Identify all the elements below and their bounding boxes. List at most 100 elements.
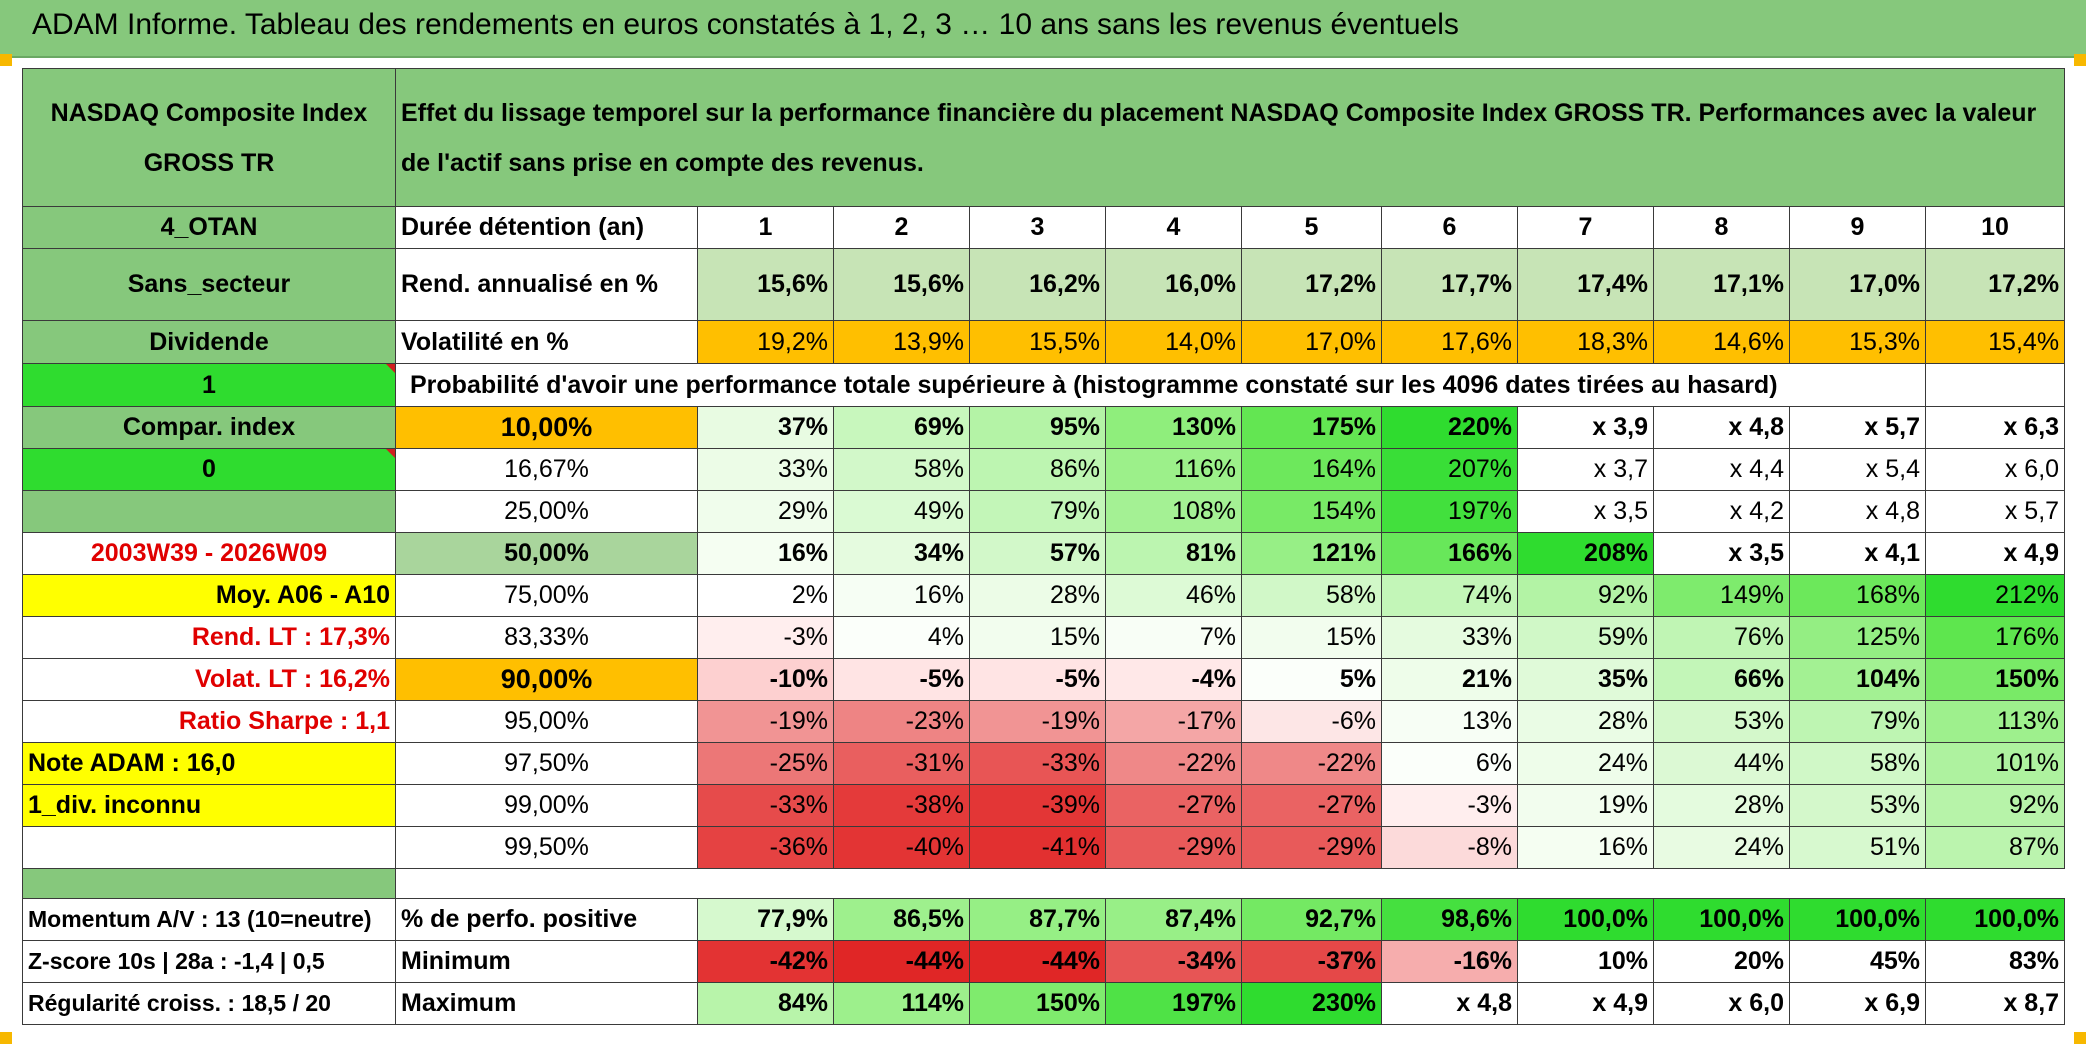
volat-lt-cell[interactable]: Volat. LT : 16,2% <box>22 658 396 701</box>
quantile-label[interactable]: 10,00% <box>395 406 698 449</box>
quantile-value[interactable]: -17% <box>1105 700 1242 743</box>
positive-label[interactable]: % de perfo. positive <box>395 898 698 941</box>
quantile-label[interactable]: 50,00% <box>395 532 698 575</box>
moy-cell[interactable]: Moy. A06 - A10 <box>22 574 396 617</box>
quantile-value[interactable]: -19% <box>697 700 834 743</box>
otan-cell[interactable]: 4_OTAN <box>22 206 396 249</box>
vol-cell[interactable]: 13,9% <box>833 320 970 364</box>
quantile-value[interactable]: 21% <box>1381 658 1518 701</box>
quantile-value[interactable]: 28% <box>1517 700 1654 743</box>
period-cell[interactable]: 2003W39 - 2026W09 <box>22 532 396 575</box>
quantile-value[interactable]: 164% <box>1241 448 1382 491</box>
minimum-value[interactable]: -37% <box>1241 940 1382 983</box>
rend-cell[interactable]: 16,0% <box>1105 248 1242 321</box>
quantile-value[interactable]: x 5,7 <box>1924 490 2066 533</box>
quantile-label[interactable]: 16,67% <box>395 448 698 491</box>
quantile-value[interactable]: 130% <box>1105 406 1242 449</box>
quantile-value[interactable]: 121% <box>1241 532 1382 575</box>
minimum-label[interactable]: Minimum <box>395 940 698 983</box>
quantile-value[interactable]: -23% <box>833 700 970 743</box>
quantile-value[interactable]: -33% <box>969 742 1106 785</box>
quantile-value[interactable]: 7% <box>1105 616 1242 659</box>
quantile-value[interactable]: 108% <box>1105 490 1242 533</box>
rend-cell[interactable]: 17,1% <box>1653 248 1790 321</box>
quantile-value[interactable]: 74% <box>1381 574 1518 617</box>
vol-cell[interactable]: 17,6% <box>1381 320 1518 364</box>
year-cell[interactable]: 8 <box>1653 206 1790 249</box>
rend-cell[interactable]: 15,6% <box>697 248 834 321</box>
quantile-label[interactable]: 90,00% <box>395 658 698 701</box>
maximum-value[interactable]: x 6,9 <box>1789 982 1926 1025</box>
vol-cell[interactable]: 18,3% <box>1517 320 1654 364</box>
year-cell[interactable]: 10 <box>1924 206 2066 249</box>
positive-value[interactable]: 100,0% <box>1789 898 1926 941</box>
quantile-label[interactable]: 75,00% <box>395 574 698 617</box>
quantile-value[interactable]: 49% <box>833 490 970 533</box>
quantile-value[interactable]: x 6,3 <box>1924 406 2066 449</box>
maximum-label[interactable]: Maximum <box>395 982 698 1025</box>
maximum-value[interactable]: x 8,7 <box>1924 982 2066 1025</box>
vol-cell[interactable]: 15,4% <box>1924 320 2066 364</box>
quantile-value[interactable]: 58% <box>833 448 970 491</box>
sharpe-cell[interactable]: Ratio Sharpe : 1,1 <box>22 700 396 743</box>
year-cell[interactable]: 4 <box>1105 206 1242 249</box>
minimum-value[interactable]: 83% <box>1924 940 2066 983</box>
quantile-value[interactable]: -3% <box>1381 784 1518 827</box>
minimum-value[interactable]: 20% <box>1653 940 1790 983</box>
quantile-value[interactable]: 208% <box>1517 532 1654 575</box>
selector-zero-cell[interactable]: 0 <box>22 448 396 491</box>
quantile-value[interactable]: 150% <box>1924 658 2066 701</box>
quantile-value[interactable]: 57% <box>969 532 1106 575</box>
dividende-cell[interactable]: Dividende <box>22 320 396 364</box>
quantile-value[interactable]: -19% <box>969 700 1106 743</box>
quantile-value[interactable]: -6% <box>1241 700 1382 743</box>
quantile-value[interactable]: 46% <box>1105 574 1242 617</box>
quantile-value[interactable]: -31% <box>833 742 970 785</box>
quantile-value[interactable]: 29% <box>697 490 834 533</box>
quantile-value[interactable]: x 4,2 <box>1653 490 1790 533</box>
minimum-value[interactable]: -34% <box>1105 940 1242 983</box>
quantile-value[interactable]: 176% <box>1924 616 2066 659</box>
quantile-value[interactable]: -4% <box>1105 658 1242 701</box>
quantile-value[interactable]: -29% <box>1105 826 1242 869</box>
quantile-value[interactable]: 154% <box>1241 490 1382 533</box>
quantile-value[interactable]: -27% <box>1105 784 1242 827</box>
quantile-value[interactable]: 86% <box>969 448 1106 491</box>
rend-lt-cell[interactable]: Rend. LT : 17,3% <box>22 616 396 659</box>
quantile-value[interactable]: 175% <box>1241 406 1382 449</box>
vol-cell[interactable]: 19,2% <box>697 320 834 364</box>
rend-cell[interactable]: 17,4% <box>1517 248 1654 321</box>
rend-label[interactable]: Rend. annualisé en % <box>395 248 698 321</box>
quantile-value[interactable]: -25% <box>697 742 834 785</box>
description-cell[interactable]: Effet du lissage temporel sur la perform… <box>394 68 2066 207</box>
vol-label[interactable]: Volatilité en % <box>395 320 698 364</box>
rend-cell[interactable]: 15,6% <box>833 248 970 321</box>
quantile-value[interactable]: x 3,7 <box>1517 448 1654 491</box>
empty-cell[interactable] <box>1924 363 2066 407</box>
year-cell[interactable]: 5 <box>1241 206 1382 249</box>
quantile-value[interactable]: 33% <box>1381 616 1518 659</box>
quantile-value[interactable]: 59% <box>1517 616 1654 659</box>
quantile-value[interactable]: 15% <box>1241 616 1382 659</box>
quantile-value[interactable]: 35% <box>1517 658 1654 701</box>
quantile-value[interactable]: x 6,0 <box>1924 448 2066 491</box>
quantile-value[interactable]: 16% <box>697 532 834 575</box>
selector-one-cell[interactable]: 1 <box>22 363 396 407</box>
duree-label[interactable]: Durée détention (an) <box>395 206 698 249</box>
quantile-value[interactable]: 76% <box>1653 616 1790 659</box>
maximum-value[interactable]: 84% <box>697 982 834 1025</box>
quantile-value[interactable]: x 3,5 <box>1653 532 1790 575</box>
maximum-value[interactable]: 197% <box>1105 982 1242 1025</box>
quantile-value[interactable]: x 4,8 <box>1789 490 1926 533</box>
rend-cell[interactable]: 17,7% <box>1381 248 1518 321</box>
year-cell[interactable]: 1 <box>697 206 834 249</box>
quantile-value[interactable]: 53% <box>1653 700 1790 743</box>
quantile-value[interactable]: x 4,9 <box>1924 532 2066 575</box>
quantile-value[interactable]: -38% <box>833 784 970 827</box>
positive-value[interactable]: 98,6% <box>1381 898 1518 941</box>
quantile-value[interactable]: -22% <box>1105 742 1242 785</box>
quantile-value[interactable]: 6% <box>1381 742 1518 785</box>
rend-cell[interactable]: 17,2% <box>1924 248 2066 321</box>
quantile-value[interactable]: -33% <box>697 784 834 827</box>
quantile-value[interactable]: 37% <box>697 406 834 449</box>
